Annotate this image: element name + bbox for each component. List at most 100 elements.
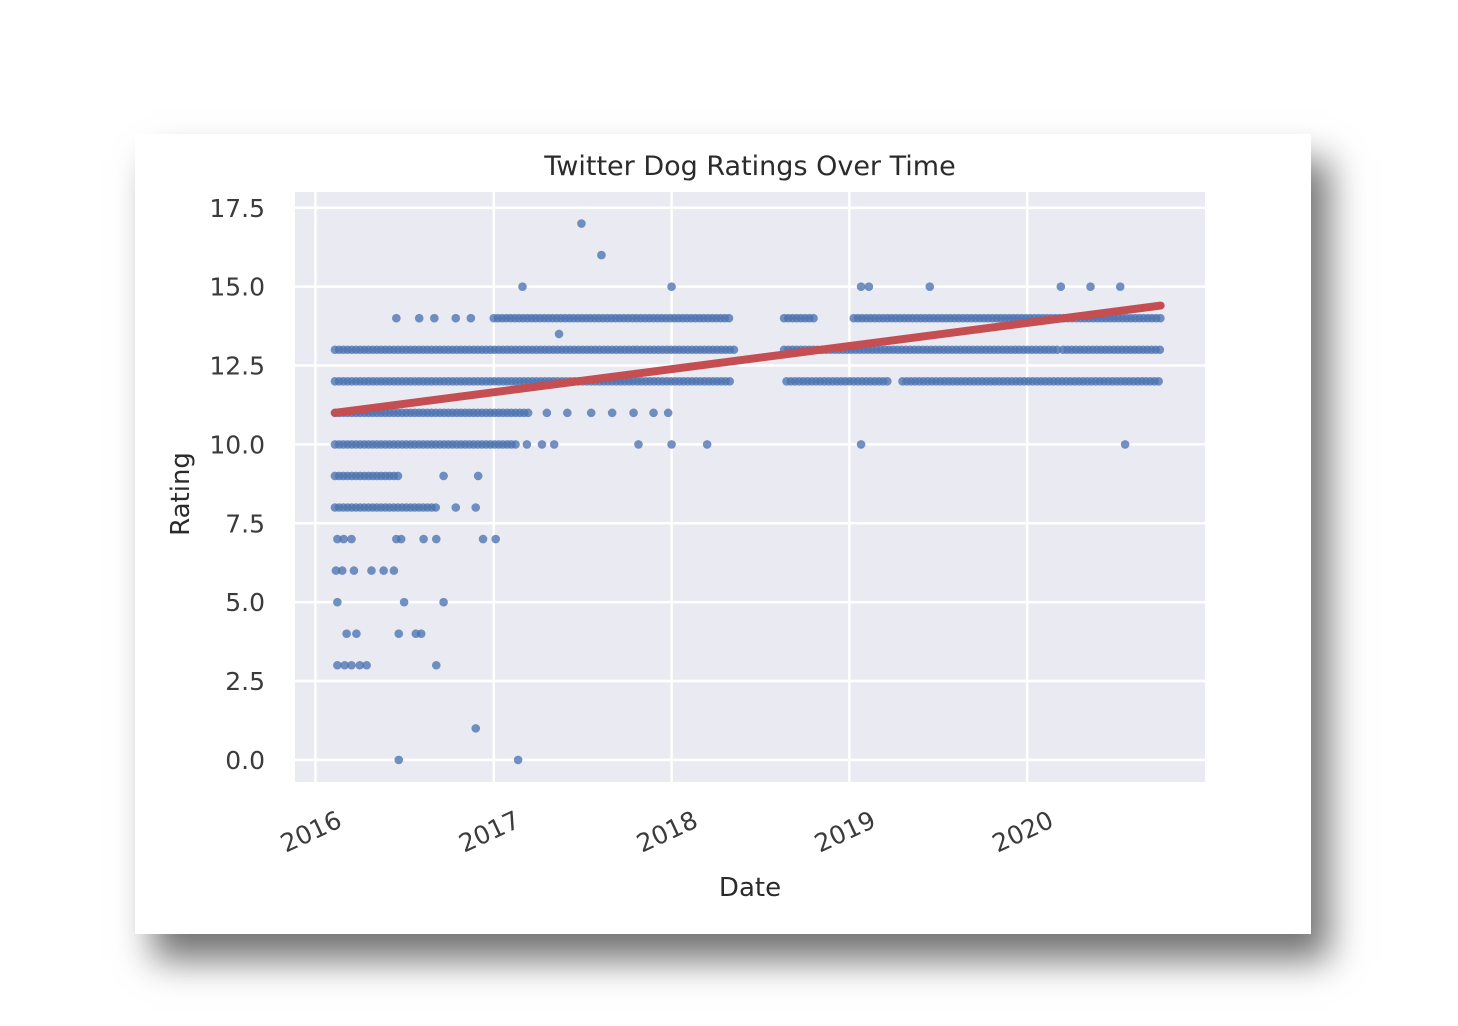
data-point: [513, 755, 523, 765]
data-point: [1120, 440, 1130, 449]
data-point: [1056, 282, 1066, 291]
x-tick-label: 2018: [632, 805, 702, 858]
data-point: [347, 660, 356, 670]
data-point: [333, 660, 342, 670]
x-tick-label: 2016: [276, 805, 346, 858]
y-tick-label: 10.0: [209, 430, 265, 459]
data-point: [451, 313, 461, 323]
data-point: [337, 566, 347, 575]
data-point: [355, 660, 365, 670]
data-point: [522, 440, 532, 449]
data-point: [1115, 282, 1125, 291]
data-point: [634, 440, 643, 449]
data-point: [430, 313, 439, 323]
plot-area: [295, 192, 1205, 782]
data-point: [724, 313, 734, 323]
data-point: [352, 629, 361, 639]
data-point: [394, 629, 404, 639]
data-point: [362, 660, 371, 670]
data-point: [396, 534, 406, 544]
data-point: [394, 755, 404, 765]
data-point: [333, 534, 342, 544]
data-point: [347, 534, 356, 544]
data-point: [1156, 313, 1165, 323]
data-point: [554, 329, 564, 339]
data-point: [1155, 345, 1165, 355]
data-point: [399, 597, 409, 607]
data-point: [340, 660, 349, 670]
data-point: [729, 345, 739, 355]
y-tick-label: 12.5: [209, 352, 265, 381]
data-point: [331, 566, 341, 575]
data-point: [523, 408, 533, 418]
data-point: [586, 408, 596, 418]
data-point: [349, 566, 359, 575]
data-point: [663, 408, 673, 418]
data-point: [809, 313, 818, 323]
data-point: [549, 440, 559, 449]
y-tick-label: 5.0: [225, 588, 265, 617]
x-tick-label: 2019: [810, 805, 880, 858]
y-tick-label: 15.0: [209, 273, 265, 302]
data-point: [667, 282, 676, 291]
data-point: [597, 250, 606, 260]
data-point: [702, 440, 712, 449]
data-point: [856, 440, 866, 449]
data-point: [431, 660, 441, 670]
data-point: [339, 534, 349, 544]
chart-figure: Twitter Dog Ratings Over Time 0.0 2.5 5.0 7…: [135, 134, 1311, 934]
data-point: [542, 408, 552, 418]
data-point: [342, 629, 351, 639]
y-tick-label: 17.5: [209, 194, 265, 223]
trend-line: [330, 301, 1165, 417]
y-tick-label: 0.0: [225, 746, 265, 775]
data-point: [471, 724, 481, 733]
y-tick-label: 7.5: [225, 509, 265, 538]
x-axis-title: Date: [719, 873, 781, 903]
data-point: [491, 534, 501, 544]
data-point: [389, 566, 399, 575]
data-point: [431, 503, 441, 512]
y-tick-label: 2.5: [225, 667, 265, 696]
chart-title: Twitter Dog Ratings Over Time: [543, 151, 955, 182]
data-point: [393, 471, 403, 481]
y-tick-labels: 0.0 2.5 5.0 7.5 10.0 12.5 15.0 17.5: [209, 194, 265, 775]
data-point: [367, 566, 376, 575]
data-point: [333, 597, 342, 607]
data-point: [864, 282, 874, 291]
data-point: [629, 408, 638, 418]
data-point: [466, 313, 476, 323]
data-point: [563, 408, 572, 418]
data-point: [725, 377, 735, 386]
x-tick-label: 2017: [454, 805, 524, 858]
data-point: [392, 313, 401, 323]
data-point: [649, 408, 658, 418]
scatter-chart: Twitter Dog Ratings Over Time 0.0 2.5 5.0 7…: [166, 151, 1205, 903]
data-point: [667, 440, 676, 449]
data-point: [451, 503, 461, 512]
data-point: [473, 471, 483, 481]
data-point: [419, 534, 428, 544]
data-point: [414, 313, 424, 323]
data-point: [379, 566, 388, 575]
data-point: [1086, 282, 1095, 291]
data-point: [416, 629, 426, 639]
data-point: [431, 534, 441, 544]
data-point: [439, 471, 448, 481]
data-point: [883, 377, 892, 386]
data-point: [478, 534, 488, 544]
y-axis-title: Rating: [166, 452, 196, 536]
data-point: [518, 282, 527, 291]
data-point: [511, 440, 520, 449]
data-point: [856, 282, 866, 291]
x-tick-label: 2020: [988, 805, 1058, 858]
data-point: [1154, 377, 1163, 386]
data-point: [607, 408, 617, 418]
data-point: [471, 503, 481, 512]
data-point: [439, 597, 448, 607]
data-point: [537, 440, 547, 449]
x-tick-labels: 2016 2017 2018 2019 2020: [276, 805, 1058, 858]
data-point: [1052, 345, 1062, 355]
data-point: [577, 219, 586, 228]
trend-line-group: [330, 301, 1165, 417]
